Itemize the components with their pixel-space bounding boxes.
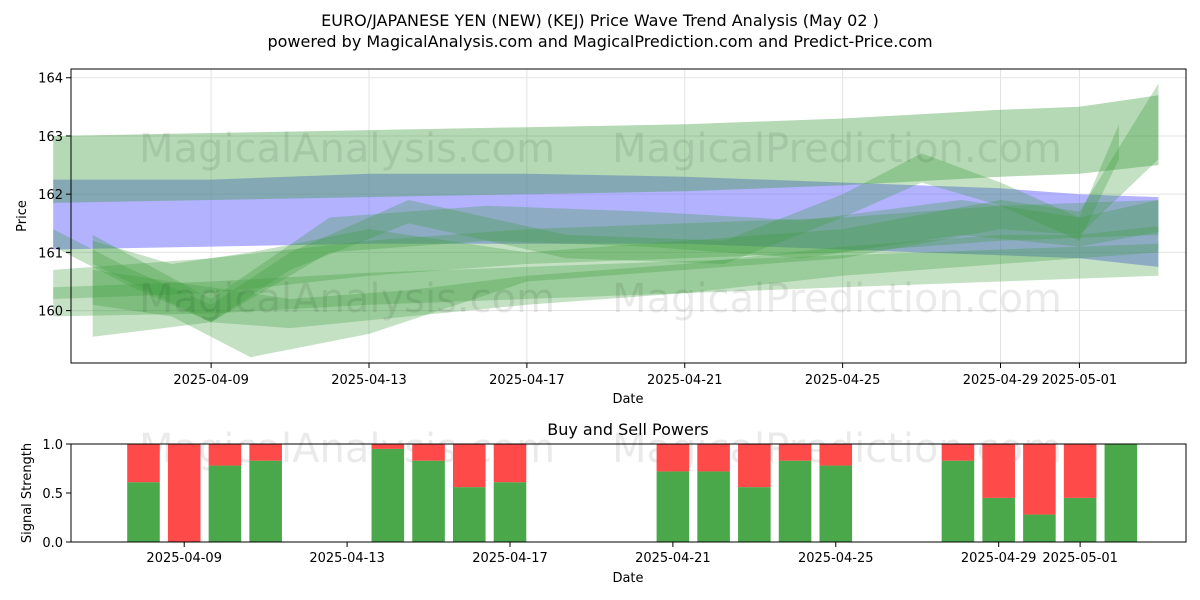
watermark-prediction-mid: MagicalPrediction.com (612, 276, 1062, 322)
sell-bar (452, 444, 486, 488)
signal-panel: Buy and Sell Powers MagicalAnalysis.com … (20, 420, 1187, 586)
buy-bar (249, 460, 282, 542)
signal-x-tick-label: 2025-04-25 (798, 551, 874, 566)
watermark-analysis-mid: MagicalAnalysis.com (139, 276, 555, 322)
price-y-tick-label: 160 (38, 305, 63, 320)
signal-y-tick-label: 0.0 (42, 536, 63, 551)
sell-bar (208, 444, 242, 466)
watermark-analysis-bottom: MagicalAnalysis.com (139, 426, 555, 472)
price-y-tick-label: 164 (38, 72, 63, 87)
buy-bar (1023, 514, 1056, 542)
buy-bar (127, 482, 160, 542)
signal-y-tick-label: 0.5 (42, 487, 63, 502)
buy-bar (738, 487, 771, 542)
wave-band-blue (53, 173, 1159, 267)
signal-x-tick-label: 2025-04-09 (146, 551, 222, 566)
buy-bar (697, 471, 730, 542)
watermark-analysis-top: MagicalAnalysis.com (139, 126, 555, 172)
buy-bar (778, 460, 812, 542)
wave-band-green (53, 200, 1159, 299)
buy-bar (208, 465, 242, 542)
sell-bar (1023, 444, 1056, 515)
signal-title: Buy and Sell Powers (547, 420, 709, 439)
price-x-tick-label: 2025-04-17 (489, 373, 565, 388)
buy-bar (1104, 444, 1138, 542)
buy-bar (371, 448, 405, 542)
chart-subtitle: powered by MagicalAnalysis.com and Magic… (267, 32, 932, 51)
sell-bar (412, 444, 445, 461)
signal-x-tick-label: 2025-04-17 (472, 551, 548, 566)
buy-bar (656, 471, 690, 542)
price-x-tick-label: 2025-04-21 (647, 373, 723, 388)
sell-bar (249, 444, 282, 461)
buy-bar (412, 460, 445, 542)
signal-x-axis-label: Date (612, 571, 643, 586)
price-y-tick-label: 162 (38, 188, 63, 203)
sell-bar (371, 444, 405, 449)
price-wave-bands (53, 83, 1159, 358)
price-x-axis-label: Date (612, 392, 643, 407)
buy-bar (982, 497, 1015, 542)
price-ticks: 2025-04-09 2025-04-13 2025-04-17 2025-04-21… (38, 72, 1117, 388)
buy-bar (941, 460, 975, 542)
price-y-tick-label: 161 (38, 246, 63, 261)
sell-bar (778, 444, 812, 461)
sell-bar (982, 444, 1015, 498)
price-x-tick-label: 2025-04-25 (805, 373, 881, 388)
sell-bar (697, 444, 730, 472)
sell-bar (941, 444, 975, 461)
price-x-tick-label: 2025-04-09 (173, 373, 249, 388)
price-panel: MagicalAnalysis.com MagicalPrediction.co… (15, 68, 1187, 407)
buy-bar (819, 465, 853, 542)
chart-title: EURO/JAPANESE YEN (NEW) (KEJ) Price Wave… (321, 11, 879, 30)
signal-x-tick-label: 2025-04-29 (961, 551, 1037, 566)
signal-x-tick-label: 2025-04-13 (309, 551, 385, 566)
price-y-tick-label: 163 (38, 130, 63, 145)
signal-y-tick-label: 1.0 (42, 438, 63, 453)
buy-bar (1063, 497, 1097, 542)
sell-bar (819, 444, 853, 466)
price-plot-frame (70, 68, 1187, 364)
price-x-tick-label: 2025-04-13 (331, 373, 407, 388)
signal-x-tick-label: 2025-04-21 (635, 551, 711, 566)
sell-bar (127, 444, 160, 483)
signal-x-tick-label: 2025-05-01 (1042, 551, 1118, 566)
signal-ticks: 2025-04-09 2025-04-13 2025-04-17 2025-04-21… (42, 438, 1118, 566)
sell-bar (1063, 444, 1097, 498)
price-x-tick-label: 2025-04-29 (963, 373, 1039, 388)
signal-bars (127, 444, 1138, 542)
sell-bar (656, 444, 690, 472)
wave-band-green (53, 243, 1159, 317)
sell-bar (738, 444, 771, 488)
sell-bar (493, 444, 527, 483)
buy-bar (452, 487, 486, 542)
price-x-tick-label: 2025-05-01 (1042, 373, 1118, 388)
wave-band-green (92, 226, 1159, 337)
wave-band-green (53, 95, 1159, 203)
wave-band-green (92, 200, 1159, 323)
sell-bar (167, 444, 201, 542)
watermark-prediction-top: MagicalPrediction.com (612, 126, 1062, 172)
wave-band-green (92, 83, 1159, 358)
signal-y-axis-label: Signal Strength (20, 443, 35, 543)
buy-bar (493, 482, 527, 542)
price-y-axis-label: Price (15, 200, 30, 232)
